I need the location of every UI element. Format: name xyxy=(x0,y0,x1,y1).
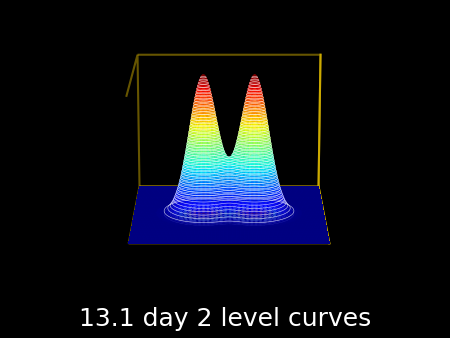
Text: 13.1 day 2 level curves: 13.1 day 2 level curves xyxy=(79,307,371,331)
